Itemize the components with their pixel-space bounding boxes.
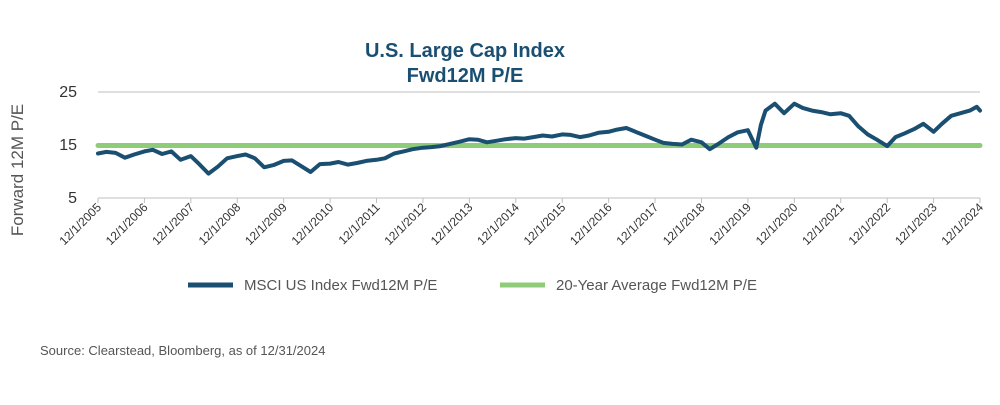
x-tick-label: 12/1/2008 [196, 200, 244, 248]
y-tick-label: 15 [59, 137, 77, 154]
source-note: Source: Clearstead, Bloomberg, as of 12/… [40, 343, 325, 358]
y-tick-label: 5 [68, 190, 77, 207]
x-tick-label: 12/1/2017 [614, 200, 662, 248]
legend-label-msci: MSCI US Index Fwd12M P/E [244, 277, 437, 294]
x-tick-label: 12/1/2010 [289, 200, 337, 248]
x-tick-label: 12/1/2014 [474, 200, 522, 248]
y-tick-label: 25 [59, 84, 77, 101]
x-tick-label: 12/1/2022 [846, 200, 894, 248]
chart-title-line-1: U.S. Large Cap Index [365, 40, 565, 62]
x-tick-label: 12/1/2011 [336, 200, 383, 247]
series-line-msci-us-index [96, 101, 982, 176]
x-tick-label: 12/1/2006 [103, 200, 151, 248]
x-tick-label: 12/1/2023 [892, 200, 940, 248]
x-tick-label: 12/1/2015 [521, 200, 569, 248]
x-tick-label: 12/1/2021 [799, 200, 847, 248]
y-ticks: 25 15 5 [59, 84, 77, 207]
x-ticks: 12/1/200512/1/200612/1/200712/1/200812/1… [56, 198, 986, 248]
y-axis-title: Forward 12M P/E [8, 104, 27, 236]
x-tick-label: 12/1/2019 [706, 200, 754, 248]
x-tick-label: 12/1/2018 [660, 200, 708, 248]
x-tick-label: 12/1/2005 [56, 200, 104, 248]
x-tick-label: 12/1/2012 [381, 200, 429, 248]
series-lines [95, 101, 983, 176]
x-tick-label: 12/1/2020 [753, 200, 801, 248]
legend: MSCI US Index Fwd12M P/E 20-Year Average… [188, 277, 757, 294]
x-tick-label: 12/1/2013 [428, 200, 476, 248]
chart-title-line-2: Fwd12M P/E [407, 65, 524, 87]
x-tick-label: 12/1/2007 [149, 200, 197, 248]
x-tick-label: 12/1/2009 [242, 200, 290, 248]
legend-label-average: 20-Year Average Fwd12M P/E [556, 277, 757, 294]
x-tick-label: 12/1/2024 [938, 200, 986, 248]
x-tick-label: 12/1/2016 [567, 200, 615, 248]
